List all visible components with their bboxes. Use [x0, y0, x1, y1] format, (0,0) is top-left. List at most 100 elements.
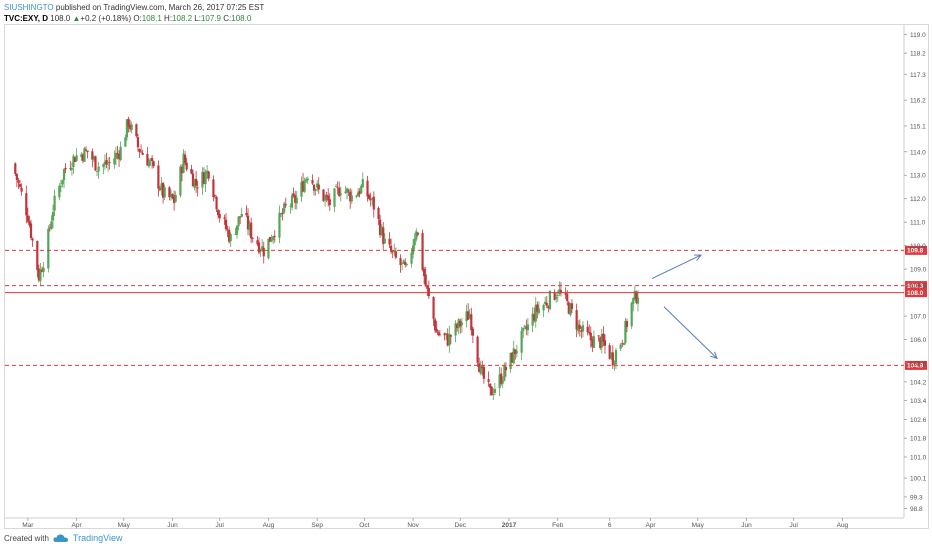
candle-up [468, 314, 471, 319]
open-label: O: [131, 14, 142, 23]
candle-down [228, 230, 231, 242]
candle-down [470, 314, 473, 331]
candle-up [174, 194, 177, 202]
arrow-down [663, 306, 718, 359]
candle-down [325, 194, 328, 197]
candle-up [633, 290, 636, 300]
price-axis[interactable]: 119.0 118.2 117.3 116.2 115.1 114.0 113.0 112.0… [904, 32, 927, 513]
candle-up [493, 388, 496, 393]
candle-up [58, 185, 61, 198]
candle-down [533, 314, 536, 321]
x-tick-label: May [118, 522, 131, 529]
candle-down [443, 333, 446, 336]
candle-up [556, 295, 559, 296]
candle-up [119, 146, 122, 161]
candle-up [624, 320, 627, 343]
candle-down [273, 236, 276, 237]
high-label: H: [161, 14, 173, 23]
candle-up [610, 352, 613, 358]
candle-down [284, 204, 287, 206]
candle-down [157, 165, 160, 189]
candle-down [553, 291, 556, 300]
candle-up [279, 213, 283, 215]
candle-down [514, 349, 517, 355]
author-link[interactable]: SIUSHINGTO [4, 3, 54, 12]
candle-down [91, 151, 94, 160]
candle-up [259, 250, 262, 252]
candle-up [62, 169, 66, 180]
trend-arrows[interactable] [651, 254, 718, 360]
time-axis[interactable]: Mar Apr May Jun Jul Aug Sep Oct Nov Dec 2017 Feb 6 Ap… [22, 518, 849, 529]
candle-up [193, 179, 196, 188]
candle-up [206, 170, 209, 174]
candle-down [191, 173, 195, 187]
x-tick-label: Mar [22, 522, 34, 529]
candle-down [31, 238, 34, 241]
candle-down [504, 367, 507, 371]
candle-down [171, 194, 174, 199]
candle-up [558, 289, 561, 295]
candle-down [586, 326, 589, 333]
candle-down [141, 152, 144, 155]
x-tick-label: Nov [407, 522, 419, 529]
candle-down [382, 227, 385, 244]
candle-up [380, 226, 383, 235]
candle-down [150, 158, 154, 161]
candle-down [146, 153, 149, 166]
candle-up [47, 228, 50, 269]
candle-up [334, 186, 338, 187]
candle-down [489, 383, 492, 388]
tradingview-logo-text[interactable]: TradingView [72, 533, 123, 543]
candle-down [184, 154, 187, 163]
candle-down [547, 306, 550, 309]
candle-down [575, 310, 578, 330]
candle-up [454, 323, 457, 336]
candle-down [251, 237, 254, 239]
candle-down [69, 168, 72, 170]
candle-down [566, 293, 569, 302]
y-tick-label: 107.0 [910, 314, 927, 321]
candle-down [449, 335, 452, 337]
candle-down [378, 219, 382, 236]
candle-up [526, 324, 530, 331]
candle-down [152, 161, 155, 167]
candle-down [416, 232, 419, 235]
candle-down [20, 187, 23, 192]
arrow-down-head [710, 351, 718, 360]
candle-down [128, 125, 132, 129]
candle-up [355, 195, 358, 197]
footer: Created with TradingView [4, 533, 122, 543]
candle-up [125, 119, 129, 138]
candle-down [239, 216, 242, 218]
candle-down [446, 333, 449, 346]
candle-down [136, 137, 140, 148]
candle-down [168, 187, 171, 198]
candle-down [73, 157, 77, 162]
candle-up [555, 297, 558, 299]
y-tick-label: 101.8 [910, 436, 927, 443]
candle-up [415, 231, 418, 240]
candle-up [102, 164, 105, 167]
candle-down [390, 245, 393, 252]
candle-down [317, 184, 320, 190]
candle-up [201, 171, 204, 188]
x-tick-label: Feb [552, 522, 564, 529]
candle-down [212, 179, 215, 197]
candle-down [388, 238, 391, 245]
candle-down [421, 233, 424, 270]
y-tick-label: 111.0 [910, 220, 926, 227]
candle-down [603, 340, 607, 346]
candle-up [401, 262, 404, 264]
chart-area[interactable]: 109.8 108.3 108.0 104.9 119.0 118.2 117.3 116.… [4, 24, 929, 529]
candle-down [476, 336, 479, 363]
candle-down [426, 285, 429, 289]
candle-up [522, 327, 525, 332]
candle-up [234, 234, 237, 235]
candle-down [294, 195, 297, 203]
candle-down [25, 193, 28, 216]
candle-up [465, 311, 468, 322]
candle-down [281, 212, 284, 215]
candle-down [525, 326, 528, 330]
